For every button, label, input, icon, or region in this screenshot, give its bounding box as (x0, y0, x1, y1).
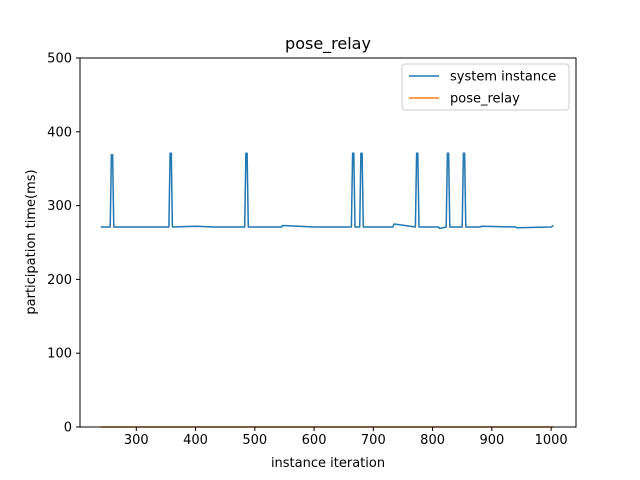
x-tick-label: 400 (183, 433, 208, 448)
y-tick-label: 500 (47, 52, 72, 67)
legend-box (401, 63, 570, 111)
x-tick-label: 800 (420, 433, 445, 448)
x-axis: 300 400 500 600 700 800 900 1000 (124, 427, 568, 448)
legend-label-1: pose_relay (450, 92, 520, 107)
y-axis-label: participation time(ms) (24, 169, 39, 314)
y-tick-label: 200 (47, 273, 72, 288)
x-tick-label: 700 (361, 433, 386, 448)
y-tick-label: 0 (64, 421, 72, 436)
x-tick-label: 900 (479, 433, 504, 448)
y-tick-label: 400 (47, 125, 72, 140)
x-tick-label: 500 (242, 433, 267, 448)
series-line-0 (100, 152, 554, 230)
chart-title: pose_relay (285, 34, 371, 54)
x-axis-label: instance iteration (271, 456, 385, 471)
legend-label-0: system instance (450, 70, 556, 85)
x-tick-label: 1000 (535, 433, 568, 448)
x-tick-label: 600 (302, 433, 327, 448)
legend: system instance pose_relay (401, 63, 570, 111)
y-tick-label: 300 (47, 199, 72, 214)
x-tick-label: 300 (124, 433, 149, 448)
y-axis: 0 100 200 300 400 500 (47, 52, 80, 436)
plot-frame (79, 57, 577, 428)
plot-lines (100, 152, 554, 428)
y-tick-label: 100 (47, 347, 72, 362)
